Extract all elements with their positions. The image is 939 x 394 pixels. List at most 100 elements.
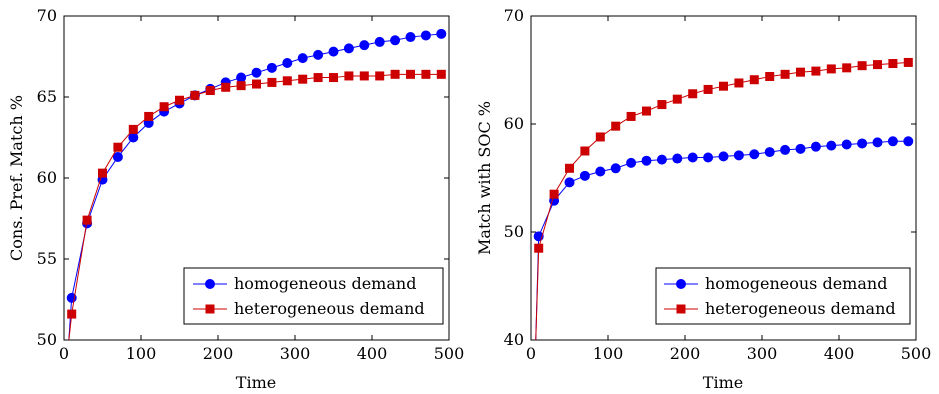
xtick-label: 0 <box>59 344 69 363</box>
plot-frame-right <box>530 15 917 341</box>
data-point-homogeneous <box>626 157 637 168</box>
data-point-heterogeneous <box>657 100 667 110</box>
legend-box-left <box>183 267 444 325</box>
xticks-right: 0 100 200 300 400 500 <box>526 16 931 363</box>
data-point-homogeneous <box>826 140 837 151</box>
data-point-heterogeneous <box>595 132 605 142</box>
data-point-heterogeneous <box>611 121 621 131</box>
legend-text-homogeneous-right: homogeneous demand <box>705 274 887 293</box>
xtick-label: 400 <box>357 344 388 363</box>
data-point-homogeneous <box>795 143 806 154</box>
data-point-homogeneous <box>903 136 914 147</box>
data-point-homogeneous <box>420 30 431 41</box>
xtick-label: 300 <box>747 344 778 363</box>
yticks-left: 50 55 60 65 70 <box>37 6 449 349</box>
data-point-homogeneous <box>297 53 308 64</box>
xtick-label: 500 <box>434 344 465 363</box>
data-point-homogeneous <box>328 46 339 57</box>
xtick-label: 200 <box>203 344 234 363</box>
data-point-homogeneous <box>251 67 262 78</box>
data-point-homogeneous <box>266 62 277 73</box>
xtick-label: 0 <box>526 344 536 363</box>
xtick-label: 100 <box>126 344 157 363</box>
xtick-label: 500 <box>901 344 932 363</box>
data-point-homogeneous <box>718 151 729 162</box>
data-point-heterogeneous <box>236 81 246 91</box>
data-point-heterogeneous <box>796 67 805 77</box>
ytick-label: 40 <box>504 330 524 349</box>
data-point-heterogeneous <box>82 215 92 225</box>
data-point-homogeneous <box>579 170 590 181</box>
data-point-heterogeneous <box>749 75 759 85</box>
xtick-label: 400 <box>824 344 855 363</box>
data-point-heterogeneous <box>344 71 354 81</box>
xlabel-right: Time <box>703 373 743 392</box>
xtick-label: 200 <box>670 344 701 363</box>
data-point-homogeneous <box>436 28 447 39</box>
legend-marker-heterogeneous-left <box>205 304 215 314</box>
legend-text-heterogeneous-right: heterogeneous demand <box>705 299 896 318</box>
data-point-homogeneous <box>672 153 683 164</box>
data-point-homogeneous <box>610 163 621 174</box>
data-point-heterogeneous <box>282 76 292 86</box>
data-point-homogeneous <box>405 32 416 43</box>
ytick-label: 60 <box>37 168 57 187</box>
data-point-homogeneous <box>282 57 293 68</box>
data-point-homogeneous <box>112 151 123 162</box>
ylabel-right: Match with SOC % <box>475 101 494 255</box>
data-point-homogeneous <box>641 155 652 166</box>
series-left <box>66 28 447 340</box>
data-point-heterogeneous <box>252 79 261 89</box>
data-point-heterogeneous <box>857 61 867 71</box>
data-point-homogeneous <box>810 141 821 152</box>
data-point-homogeneous <box>733 150 744 161</box>
ylabel-left: Cons. Pref. Match % <box>7 95 26 261</box>
legend-marker-homogeneous-right <box>676 279 686 289</box>
data-point-homogeneous <box>595 166 606 177</box>
chart-right: 40 50 60 70 0 100 200 300 400 500 Time Match wit… <box>475 6 931 392</box>
data-point-heterogeneous <box>534 243 544 253</box>
data-point-heterogeneous <box>375 71 385 81</box>
data-point-heterogeneous <box>549 189 559 199</box>
data-point-heterogeneous <box>826 64 836 74</box>
data-point-heterogeneous <box>313 73 323 83</box>
data-point-heterogeneous <box>888 59 898 69</box>
data-point-heterogeneous <box>190 90 200 100</box>
data-point-heterogeneous <box>159 102 169 112</box>
data-point-homogeneous <box>857 138 868 149</box>
yticks-right: 40 50 60 70 <box>504 6 916 349</box>
data-point-heterogeneous <box>205 86 215 96</box>
data-point-homogeneous <box>764 147 775 158</box>
data-point-homogeneous <box>841 139 852 150</box>
data-point-heterogeneous <box>221 82 231 92</box>
data-point-homogeneous <box>564 177 575 188</box>
ytick-label: 50 <box>37 330 57 349</box>
data-point-heterogeneous <box>672 94 682 104</box>
xlabel-left: Time <box>236 373 276 392</box>
data-point-homogeneous <box>687 152 698 163</box>
legend-right: homogeneous demand heterogeneous demand <box>655 267 911 325</box>
data-point-heterogeneous <box>642 106 651 116</box>
data-point-heterogeneous <box>144 111 154 121</box>
data-point-homogeneous <box>343 43 354 54</box>
data-point-heterogeneous <box>175 95 184 105</box>
data-point-heterogeneous <box>390 69 400 79</box>
data-point-heterogeneous <box>329 73 338 83</box>
legend-left: homogeneous demand heterogeneous demand <box>183 267 444 325</box>
xtick-label: 300 <box>280 344 311 363</box>
data-point-homogeneous <box>374 36 385 47</box>
chart-left: 50 55 60 65 70 0 100 200 300 400 500 Time Cons. P… <box>7 6 464 392</box>
ytick-label: 50 <box>504 222 524 241</box>
data-point-heterogeneous <box>703 84 713 94</box>
data-point-homogeneous <box>656 154 667 165</box>
ytick-label: 70 <box>504 6 524 25</box>
data-point-heterogeneous <box>421 69 431 79</box>
data-point-homogeneous <box>359 40 370 51</box>
data-point-heterogeneous <box>688 89 698 99</box>
data-point-heterogeneous <box>436 69 446 79</box>
ytick-label: 55 <box>37 249 57 268</box>
legend-text-homogeneous-left: homogeneous demand <box>234 274 416 293</box>
legend-marker-homogeneous-left <box>205 279 215 289</box>
ytick-label: 65 <box>37 87 57 106</box>
